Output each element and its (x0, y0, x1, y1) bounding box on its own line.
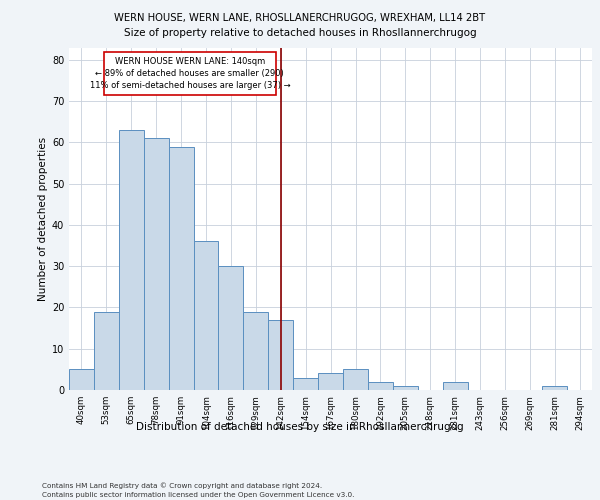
Bar (69, 370, 94, 390)
Y-axis label: Number of detached properties: Number of detached properties (38, 136, 47, 301)
Bar (104, 52, 276, 95)
Text: WERN HOUSE, WERN LANE, RHOSLLANERCHRUGOG, WREXHAM, LL14 2BT: WERN HOUSE, WERN LANE, RHOSLLANERCHRUGOG… (115, 12, 485, 22)
Bar (393, 386, 418, 390)
Text: WERN HOUSE WERN LANE: 140sqm: WERN HOUSE WERN LANE: 140sqm (115, 56, 265, 66)
Text: Distribution of detached houses by size in Rhosllannerchrugog: Distribution of detached houses by size … (136, 422, 464, 432)
Text: Contains HM Land Registry data © Crown copyright and database right 2024.: Contains HM Land Registry data © Crown c… (42, 482, 322, 489)
Bar (542, 386, 567, 390)
Bar (343, 370, 368, 390)
Bar (293, 378, 318, 390)
Bar (119, 130, 144, 390)
Bar (244, 312, 268, 390)
Bar (218, 266, 244, 390)
Bar (94, 312, 119, 390)
Bar (169, 146, 194, 390)
Bar (443, 382, 467, 390)
Text: Contains public sector information licensed under the Open Government Licence v3: Contains public sector information licen… (42, 492, 355, 498)
Text: 11% of semi-detached houses are larger (37) →: 11% of semi-detached houses are larger (… (89, 82, 290, 90)
Bar (318, 374, 343, 390)
Text: Size of property relative to detached houses in Rhosllannerchrugog: Size of property relative to detached ho… (124, 28, 476, 38)
Bar (144, 138, 169, 390)
Bar (194, 242, 218, 390)
Text: ← 89% of detached houses are smaller (290): ← 89% of detached houses are smaller (29… (95, 69, 284, 78)
Bar (268, 320, 293, 390)
Bar (368, 382, 393, 390)
